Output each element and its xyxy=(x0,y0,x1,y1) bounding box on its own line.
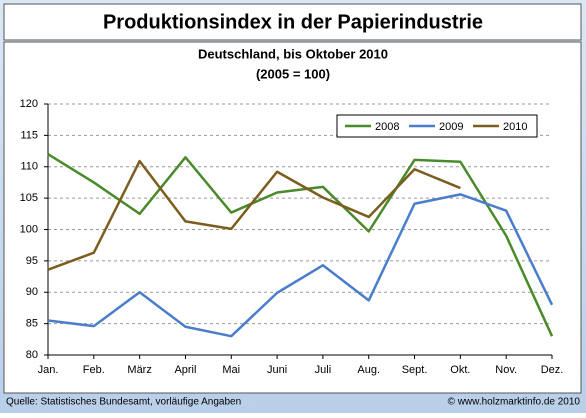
source: Quelle: Statistisches Bundesamt, vorläuf… xyxy=(6,397,241,408)
y-tick-label: 80 xyxy=(26,349,38,361)
y-tick-label: 90 xyxy=(26,286,38,298)
x-tick-label: Mai xyxy=(222,364,240,376)
y-tick-label: 120 xyxy=(20,98,38,110)
y-tick-label: 115 xyxy=(20,129,38,141)
title-box xyxy=(3,3,582,41)
x-tick-label: Okt. xyxy=(450,364,470,376)
subtitle: (2005 = 100) xyxy=(256,66,330,81)
y-tick-label: 100 xyxy=(20,223,38,235)
legend-label: 2008 xyxy=(375,121,399,133)
x-tick-label: Nov. xyxy=(495,364,517,376)
y-tick-label: 105 xyxy=(20,192,38,204)
series-line xyxy=(47,153,554,337)
x-tick-label: Feb. xyxy=(83,364,105,376)
x-tick-label: März xyxy=(127,364,151,376)
x-tick-label: Juni xyxy=(267,364,287,376)
chart-title: Produktionsindex in der Papierindustrie xyxy=(103,11,483,33)
y-tick-label: 95 xyxy=(26,255,38,267)
series-line xyxy=(47,193,554,338)
x-tick-label: Sept. xyxy=(402,364,428,376)
x-tick-label: Jan. xyxy=(38,364,59,376)
x-tick-label: Dez. xyxy=(541,364,564,376)
y-tick-label: 110 xyxy=(20,161,38,173)
copyright: © www.holzmarktinfo.de 2010 xyxy=(448,397,581,408)
legend-label: 2010 xyxy=(503,121,527,133)
x-tick-label: April xyxy=(174,364,196,376)
y-tick-label: 85 xyxy=(26,318,38,330)
x-tick-label: Juli xyxy=(315,364,332,376)
plot-frame xyxy=(3,41,582,394)
series-line xyxy=(47,159,461,271)
x-tick-label: Aug. xyxy=(357,364,380,376)
legend-box xyxy=(336,114,538,138)
legend-label: 2009 xyxy=(439,121,463,133)
subtitle: Deutschland, bis Oktober 2010 xyxy=(198,46,388,61)
